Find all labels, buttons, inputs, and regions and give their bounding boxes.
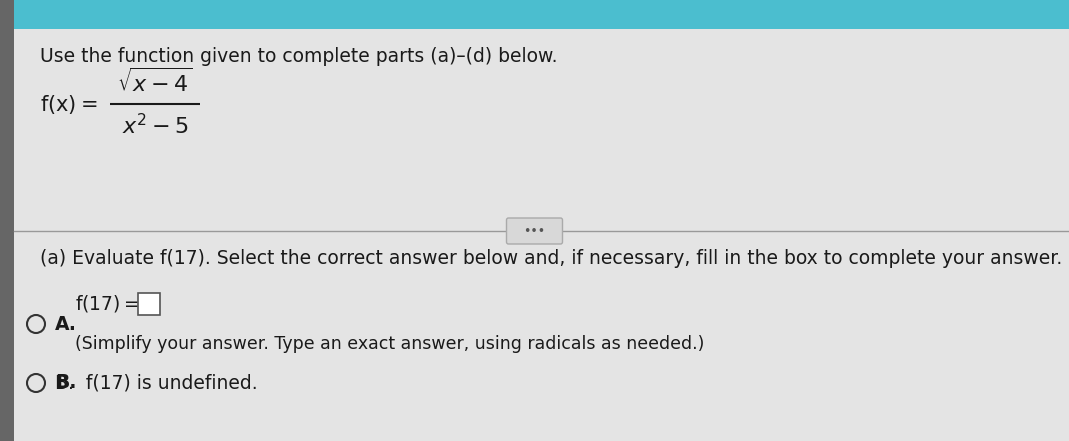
FancyBboxPatch shape <box>138 293 160 315</box>
Text: $\mathregular{f(17) =}$: $\mathregular{f(17) =}$ <box>75 294 139 314</box>
Text: $x^2-5$: $x^2-5$ <box>122 113 188 138</box>
FancyBboxPatch shape <box>0 0 14 441</box>
Text: (Simplify your answer. Type an exact answer, using radicals as needed.): (Simplify your answer. Type an exact ans… <box>75 335 704 353</box>
Text: A.: A. <box>55 314 77 333</box>
FancyBboxPatch shape <box>14 0 1069 29</box>
Text: $\mathregular{f(x) =}$: $\mathregular{f(x) =}$ <box>40 93 97 116</box>
FancyBboxPatch shape <box>507 218 562 244</box>
Text: (a) Evaluate f(17). Select the correct answer below and, if necessary, fill in t: (a) Evaluate f(17). Select the correct a… <box>40 249 1063 268</box>
Text: •••: ••• <box>524 224 545 238</box>
Text: B.: B. <box>55 374 76 392</box>
Text: $\sqrt{x-4}$: $\sqrt{x-4}$ <box>118 68 192 96</box>
Text: Use the function given to complete parts (a)–(d) below.: Use the function given to complete parts… <box>40 47 558 66</box>
FancyBboxPatch shape <box>14 0 1069 441</box>
Text: B.  f(17) is undefined.: B. f(17) is undefined. <box>55 374 258 392</box>
